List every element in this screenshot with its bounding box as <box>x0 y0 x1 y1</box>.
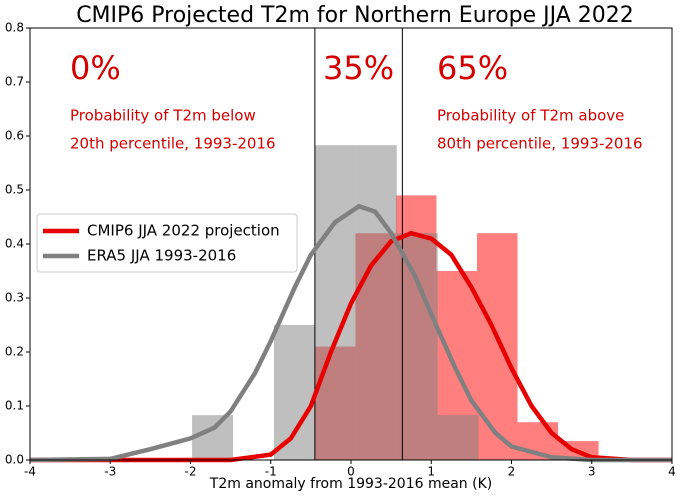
x-tick-label: -2 <box>185 465 197 479</box>
x-tick-label: -1 <box>265 465 277 479</box>
y-tick-label: 0.0 <box>5 453 24 467</box>
y-tick-label: 0.6 <box>5 129 24 143</box>
x-tick-label: 1 <box>427 465 435 479</box>
legend-label: ERA5 JJA 1993-2016 <box>87 247 236 265</box>
histogram-bar <box>396 233 438 460</box>
annotation: 80th percentile, 1993-2016 <box>437 135 643 153</box>
legend-label: CMIP6 JJA 2022 projection <box>87 222 280 240</box>
y-tick-label: 0.5 <box>5 183 24 197</box>
chart-title: CMIP6 Projected T2m for Northern Europe … <box>76 3 634 28</box>
legend-box <box>36 213 298 273</box>
y-tick-label: 0.8 <box>5 21 24 35</box>
y-tick-label: 0.3 <box>5 291 24 305</box>
histogram-bar <box>355 145 397 460</box>
x-tick-label: 3 <box>588 465 596 479</box>
annotation: 35% <box>323 49 394 87</box>
density-line <box>30 230 672 463</box>
x-tick-label: -3 <box>104 465 116 479</box>
x-tick-label: 0 <box>347 465 355 479</box>
histogram-bar <box>476 233 518 460</box>
annotation: 20th percentile, 1993-2016 <box>70 135 276 153</box>
annotation: Probability of T2m below <box>70 107 256 125</box>
histogram-bar <box>273 325 315 460</box>
annotation: 0% <box>70 49 121 87</box>
y-tick-label: 0.2 <box>5 345 24 359</box>
histogram-bar <box>192 415 234 460</box>
y-tick-label: 0.4 <box>5 237 24 251</box>
x-tick-label: -4 <box>24 465 36 479</box>
annotation: Probability of T2m above <box>437 107 624 125</box>
x-tick-label: 2 <box>508 465 516 479</box>
x-tick-label: 4 <box>668 465 676 479</box>
histogram-bar <box>437 415 479 460</box>
y-tick-label: 0.1 <box>5 399 24 413</box>
y-tick-label: 0.7 <box>5 75 24 89</box>
density-line <box>29 203 672 463</box>
x-axis-label: T2m anomaly from 1993-2016 mean (K) <box>209 476 492 492</box>
annotation: 65% <box>437 49 508 87</box>
